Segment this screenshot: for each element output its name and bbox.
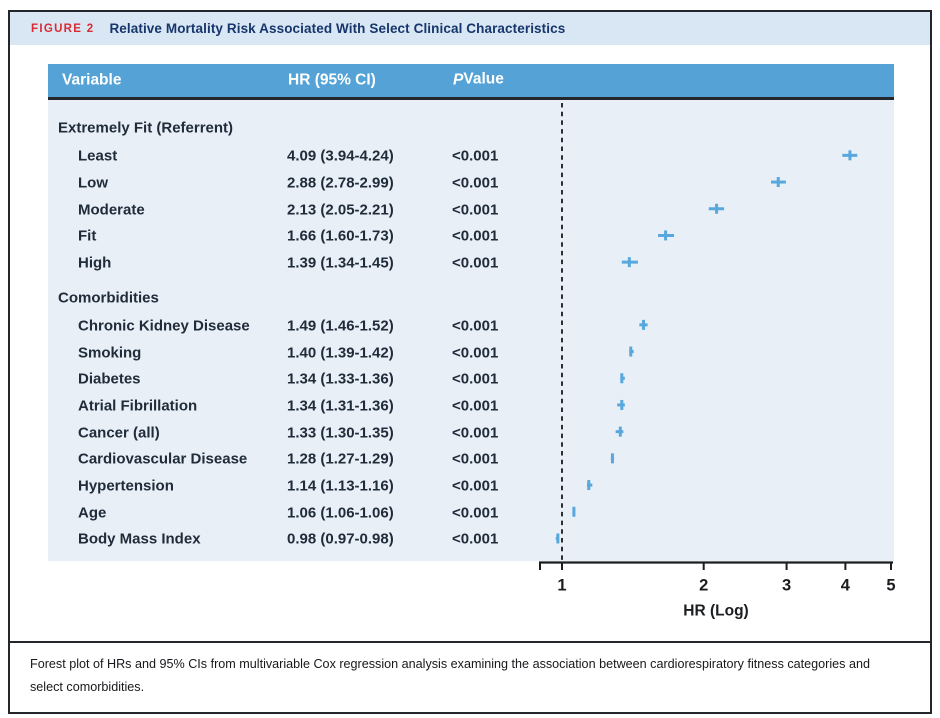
- x-axis-tick-label: 3: [782, 577, 791, 595]
- x-axis-tick-label: 5: [886, 577, 895, 595]
- figure-caption: Forest plot of HRs and 95% CIs from mult…: [30, 657, 870, 694]
- figure-title-bar: FIGURE 2 Relative Mortality Risk Associa…: [10, 12, 930, 45]
- table-row: Chronic Kidney Disease 1.49 (1.46-1.52) <0…: [48, 313, 894, 340]
- row-p-value: <0.001: [452, 504, 499, 522]
- row-hr-ci: 1.34 (1.31-1.36): [287, 397, 394, 415]
- row-hr-ci: 1.40 (1.39-1.42): [287, 344, 394, 362]
- table-panel: Variable HR (95% CI) P Value Extremely F…: [48, 64, 894, 561]
- table-row: Body Mass Index 0.98 (0.97-0.98) <0.001: [48, 526, 894, 553]
- column-header-variable: Variable: [62, 70, 122, 88]
- row-hr-ci: 1.34 (1.33-1.36): [287, 370, 394, 388]
- row-p-value: <0.001: [452, 227, 499, 245]
- row-p-value: <0.001: [452, 424, 499, 442]
- x-axis-tick-label: 2: [699, 577, 708, 595]
- row-p-value: <0.001: [452, 450, 499, 468]
- row-label: Age: [78, 504, 107, 522]
- table-row: Age 1.06 (1.06-1.06) <0.001: [48, 499, 894, 526]
- row-p-value: <0.001: [452, 397, 499, 415]
- row-label: Extremely Fit (Referrent): [58, 119, 234, 137]
- table-row: Least 4.09 (3.94-4.24) <0.001: [48, 143, 894, 170]
- row-label: Body Mass Index: [78, 530, 201, 548]
- figure-label: FIGURE 2: [31, 22, 95, 35]
- row-hr-ci: 1.39 (1.34-1.45): [287, 254, 394, 272]
- row-hr-ci: 2.13 (2.05-2.21): [287, 201, 394, 219]
- row-p-value: <0.001: [452, 174, 499, 192]
- x-axis-title: HR (Log): [683, 603, 748, 620]
- row-hr-ci: 0.98 (0.97-0.98): [287, 530, 394, 548]
- row-label: Fit: [78, 227, 97, 245]
- row-label: Diabetes: [78, 370, 141, 388]
- row-label: High: [78, 254, 112, 272]
- column-header-hr-ci: HR (95% CI): [288, 70, 376, 88]
- row-p-value: <0.001: [452, 370, 499, 388]
- row-hr-ci: 2.88 (2.78-2.99): [287, 174, 394, 192]
- row-p-value: <0.001: [452, 317, 499, 335]
- p-value-rest: Value: [463, 70, 504, 88]
- row-label: Least: [78, 147, 118, 165]
- table-row: Moderate 2.13 (2.05-2.21) <0.001: [48, 196, 894, 223]
- figure-container: FIGURE 2 Relative Mortality Risk Associa…: [8, 10, 932, 714]
- table-row: Cardiovascular Disease 1.28 (1.27-1.29) <0…: [48, 446, 894, 473]
- row-label: Cardiovascular Disease: [78, 450, 248, 468]
- row-hr-ci: 1.49 (1.46-1.52): [287, 317, 394, 335]
- row-label: Moderate: [78, 201, 145, 219]
- table-row: Cancer (all) 1.33 (1.30-1.35) <0.001: [48, 419, 894, 446]
- row-label: Comorbidities: [58, 289, 159, 306]
- figure-title: Relative Mortality Risk Associated With …: [109, 21, 566, 36]
- table-row: Diabetes 1.34 (1.33-1.36) <0.001: [48, 366, 894, 393]
- row-label: Low: [78, 174, 108, 192]
- row-p-value: <0.001: [452, 201, 499, 219]
- row-hr-ci: 1.14 (1.13-1.16): [287, 477, 394, 495]
- table-row: High 1.39 (1.34-1.45) <0.001: [48, 250, 894, 277]
- row-label: Chronic Kidney Disease: [78, 317, 250, 335]
- row-p-value: <0.001: [452, 530, 499, 548]
- row-label: Atrial Fibrillation: [78, 397, 198, 415]
- table-section-row: Extremely Fit (Referrent): [48, 113, 894, 143]
- table-row: Fit 1.66 (1.60-1.73) <0.001: [48, 223, 894, 250]
- x-axis-tick-label: 1: [557, 577, 566, 595]
- row-p-value: <0.001: [452, 254, 499, 272]
- table-section-row: Comorbidities: [48, 283, 894, 313]
- row-hr-ci: 1.28 (1.27-1.29): [287, 450, 394, 468]
- row-label: Smoking: [78, 344, 142, 362]
- table-row: Atrial Fibrillation 1.34 (1.31-1.36) <0.00…: [48, 393, 894, 420]
- row-p-value: <0.001: [452, 344, 499, 362]
- row-hr-ci: 1.33 (1.30-1.35): [287, 424, 394, 442]
- row-hr-ci: 1.06 (1.06-1.06): [287, 504, 394, 522]
- table-row: Hypertension 1.14 (1.13-1.16) <0.001: [48, 473, 894, 500]
- row-p-value: <0.001: [452, 147, 499, 165]
- table-row: Low 2.88 (2.78-2.99) <0.001: [48, 170, 894, 197]
- row-hr-ci: 1.66 (1.60-1.73): [287, 227, 394, 245]
- row-label: Cancer (all): [78, 424, 160, 442]
- column-header-p-value: P Value: [453, 70, 504, 89]
- table-header: Variable HR (95% CI) P Value: [48, 64, 894, 100]
- table-row: Smoking 1.40 (1.39-1.42) <0.001: [48, 339, 894, 366]
- caption-divider: [10, 641, 930, 643]
- p-value-italic-p: P: [453, 70, 464, 88]
- row-label: Hypertension: [78, 477, 174, 495]
- row-p-value: <0.001: [452, 477, 499, 495]
- x-axis-tick-label: 4: [841, 577, 851, 595]
- row-hr-ci: 4.09 (3.94-4.24): [287, 147, 394, 165]
